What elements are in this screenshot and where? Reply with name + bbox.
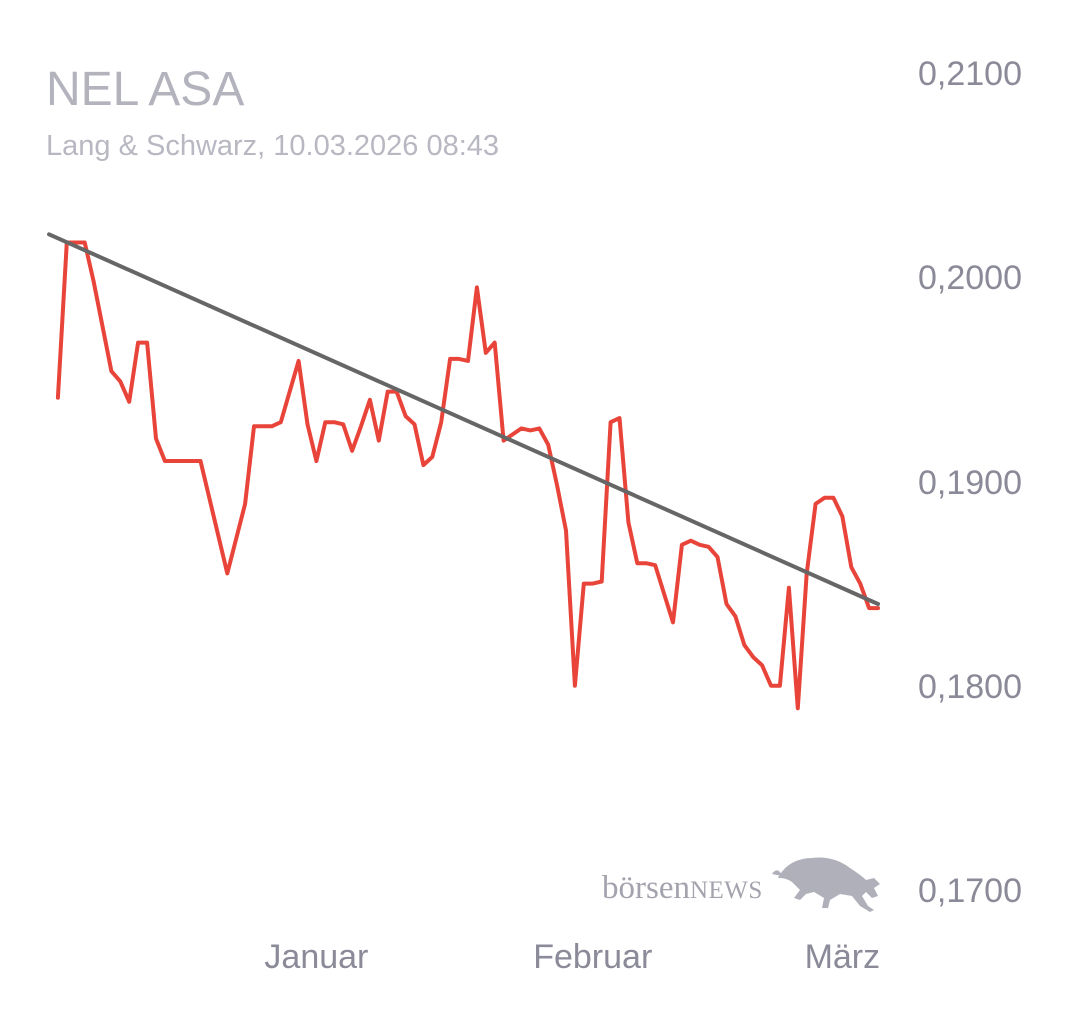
trend-line bbox=[47, 232, 880, 606]
y-tick-label: 0,1700 bbox=[918, 872, 1022, 910]
quote-source-timestamp: Lang & Schwarz, 10.03.2026 08:43 bbox=[46, 130, 500, 162]
logo-wordmark-lower: börsen bbox=[602, 870, 690, 906]
logo-wordmark-upper: NEWS bbox=[689, 877, 763, 904]
borsennews-logo: börsenNEWS bbox=[600, 850, 890, 920]
y-tick-label: 0,1900 bbox=[918, 463, 1022, 502]
price-line bbox=[55, 240, 880, 711]
x-tick-label: Januar bbox=[264, 938, 369, 976]
logo-wordmark: börsenNEWS bbox=[602, 870, 763, 907]
y-tick-label: 0,1800 bbox=[918, 667, 1022, 706]
y-tick-label: 0,2000 bbox=[918, 259, 1022, 298]
bull-icon bbox=[772, 857, 880, 912]
x-tick-label: März bbox=[804, 938, 881, 976]
x-tick-label: Februar bbox=[533, 938, 653, 976]
stock-title: NEL ASA bbox=[46, 63, 245, 116]
y-tick-label: 0,2100 bbox=[918, 55, 1022, 93]
